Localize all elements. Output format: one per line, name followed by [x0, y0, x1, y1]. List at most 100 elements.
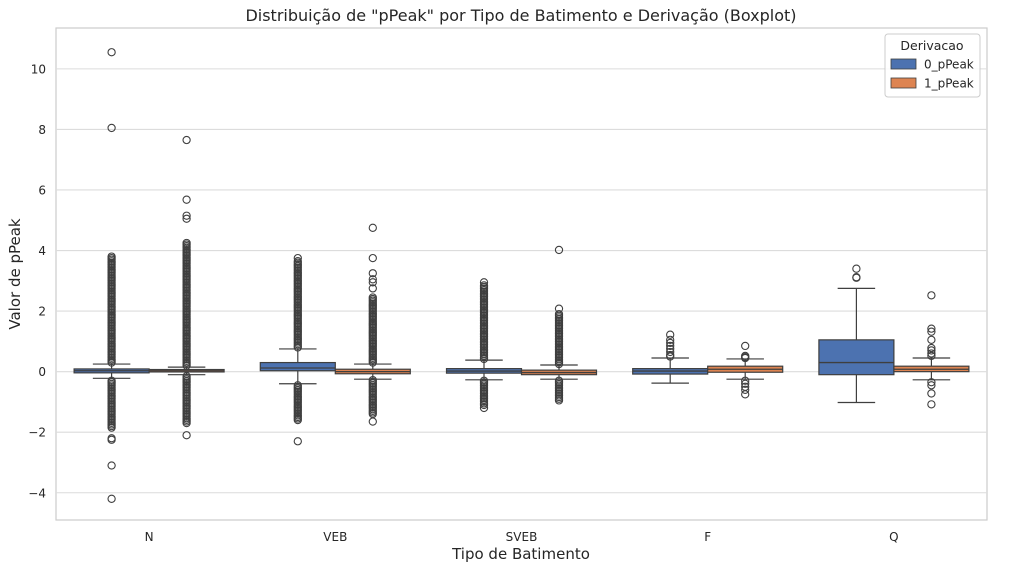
outlier-point [107, 123, 116, 133]
outlier-point [182, 214, 191, 223]
outlier-point [368, 275, 377, 284]
outlier-point [666, 335, 675, 345]
x-tick-label: F [704, 530, 711, 544]
outlier-point [107, 48, 116, 57]
y-tick-label: 10 [31, 62, 46, 76]
outlier-point [368, 375, 377, 385]
outlier-point [368, 417, 377, 426]
box-group [893, 291, 970, 409]
y-tick-label: 8 [38, 123, 46, 137]
outlier-point [368, 284, 377, 293]
outlier-point [368, 269, 377, 278]
outlier-point [927, 343, 936, 353]
x-tick-labels: N VEB SVEB F Q [145, 530, 899, 544]
outlier-point [554, 304, 564, 313]
box-group [632, 330, 709, 384]
outlier-point [293, 437, 302, 446]
y-tick-label: −4 [28, 486, 46, 500]
box-group [73, 48, 150, 503]
outlier-point [927, 327, 936, 336]
box-group [259, 253, 336, 446]
outlier-point [554, 245, 564, 255]
outlier-point [368, 253, 377, 263]
outlier-point [182, 431, 191, 440]
outlier-point [666, 341, 675, 351]
y-tick-label: 2 [38, 305, 46, 319]
x-tick-label: VEB [323, 530, 347, 544]
outlier-point [293, 381, 302, 390]
x-axis-label: Tipo de Batimento [451, 545, 590, 563]
box-group [334, 223, 411, 426]
legend-swatch-0 [890, 58, 917, 70]
y-tick-labels: −4 −2 0 2 4 6 8 10 [28, 62, 46, 500]
outlier-point [741, 376, 750, 385]
outlier-point [368, 278, 377, 287]
box-group [148, 135, 225, 440]
outlier-point [666, 347, 675, 357]
outlier-point [182, 372, 191, 381]
outlier-point [927, 351, 936, 361]
outlier-point [666, 344, 675, 354]
x-tick-label: SVEB [506, 530, 538, 544]
outlier-point [927, 381, 936, 390]
legend-label-1: 1_pPeak [924, 77, 974, 91]
outlier-point [927, 335, 936, 345]
outlier-point [852, 273, 861, 282]
outlier-point [927, 400, 936, 409]
iqr-box [259, 361, 336, 372]
legend: Derivacao 0_pPeak 1_pPeak [884, 33, 981, 98]
outlier-point [182, 195, 191, 204]
outlier-point [741, 341, 750, 351]
outlier-point [927, 346, 936, 355]
outlier-point [368, 293, 377, 302]
plot-frame [55, 27, 988, 521]
box-group [520, 245, 598, 405]
outlier-point [927, 389, 936, 398]
outlier-point [554, 309, 564, 319]
iqr-box [818, 339, 895, 376]
y-tick-label: 0 [38, 365, 46, 379]
outlier-point [741, 379, 750, 388]
outlier-point [107, 252, 116, 261]
legend-label-0: 0_pPeak [924, 58, 974, 72]
outlier-point [107, 435, 116, 444]
x-tick-label: Q [889, 530, 898, 544]
outlier-point [479, 403, 489, 413]
x-tick-label: N [145, 530, 154, 544]
outlier-point [852, 264, 861, 273]
outlier-point [666, 338, 675, 348]
outlier-point [554, 376, 564, 385]
y-tick-label: 6 [38, 183, 46, 197]
y-axis-label: Valor de pPeak [6, 218, 24, 330]
legend-swatch-1 [890, 77, 917, 89]
outlier-point [666, 330, 675, 339]
outlier-point [479, 376, 489, 385]
y-tick-label: −2 [28, 426, 46, 440]
outlier-point [927, 349, 936, 358]
outlier-point [927, 291, 936, 300]
outlier-point [479, 278, 489, 287]
box-group [818, 264, 895, 404]
outlier-point [107, 376, 116, 385]
outlier-point [182, 238, 191, 248]
outlier-point [741, 353, 750, 363]
outlier-point [182, 211, 191, 220]
outlier-point [293, 253, 302, 263]
outlier-point [368, 223, 377, 232]
outlier-point [741, 390, 750, 399]
legend-title: Derivacao [900, 38, 963, 53]
outlier-point [927, 324, 936, 333]
outlier-point [741, 385, 750, 394]
plot-area: −4 −2 0 2 4 6 8 10 N VEB SVEB F Q [28, 27, 988, 544]
outlier-point [293, 256, 302, 266]
box-group [707, 341, 784, 399]
outlier-point [666, 350, 675, 360]
box-group [445, 278, 523, 413]
y-tick-label: 4 [38, 244, 46, 258]
box-series [73, 48, 970, 503]
outlier-point [927, 378, 936, 387]
outlier-point [479, 281, 489, 290]
chart-title: Distribuição de "pPeak" por Tipo de Bati… [245, 6, 796, 25]
outlier-point [107, 461, 116, 470]
